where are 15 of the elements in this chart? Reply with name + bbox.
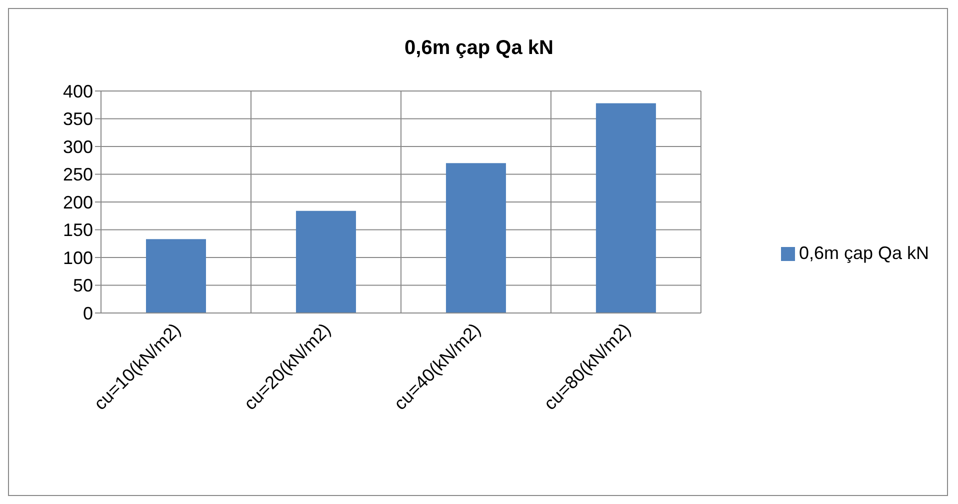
y-tick-label: 200 [62, 192, 93, 212]
y-tick-label: 50 [72, 276, 93, 296]
chart-title: 0,6m çap Qa kN [404, 37, 554, 60]
y-tick-label: 350 [62, 109, 93, 130]
bar [446, 163, 506, 313]
y-tick-label: 400 [62, 81, 93, 102]
bar [146, 239, 206, 313]
y-tick-label: 100 [62, 248, 93, 268]
y-tick-label: 300 [62, 136, 93, 157]
y-tick-label: 0 [82, 303, 93, 324]
y-tick-label: 250 [62, 164, 93, 185]
y-tick-label: 150 [62, 220, 93, 240]
bar [296, 210, 356, 313]
legend-label: 0,6m çap Qa kN [798, 242, 929, 262]
bar [596, 103, 656, 313]
